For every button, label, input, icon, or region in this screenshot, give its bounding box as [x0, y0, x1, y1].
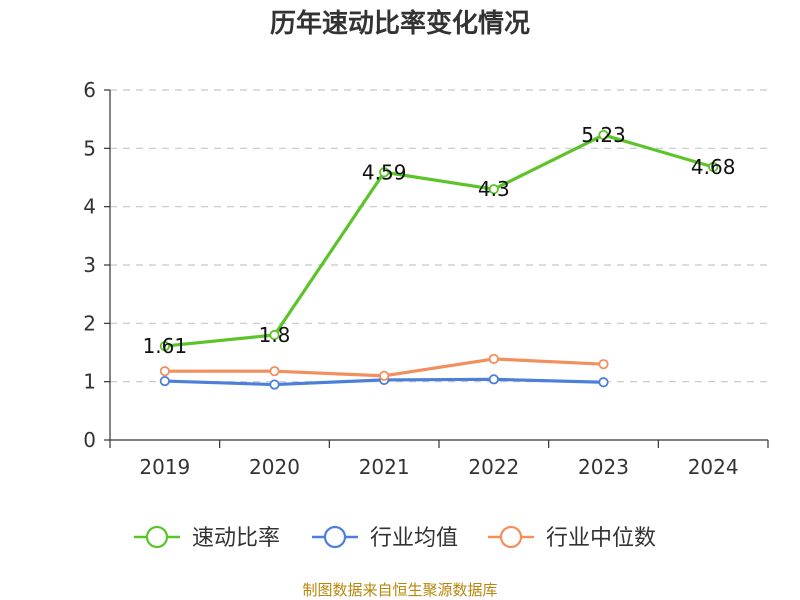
- data-point: [488, 353, 499, 365]
- data-label: 1.8: [259, 323, 291, 347]
- legend-marker: [145, 525, 169, 549]
- legend-item: 行业均值: [312, 525, 458, 551]
- data-point: [598, 359, 609, 370]
- series-1: [159, 129, 719, 352]
- series-3: [159, 353, 609, 381]
- x-tick-label: 2024: [688, 455, 739, 479]
- data-label: 4.3: [478, 177, 510, 201]
- chart-title: 历年速动比率变化情况: [270, 8, 530, 39]
- legend-marker: [499, 525, 523, 549]
- data-point: [488, 184, 499, 195]
- data-point: [159, 375, 170, 387]
- x-tick-label: 2023: [578, 455, 629, 479]
- data-point: [159, 366, 170, 377]
- x-tick-label: 2020: [249, 455, 300, 479]
- x-tick-label: 2022: [468, 455, 519, 479]
- data-label: 5.23: [581, 123, 626, 147]
- data-point: [269, 329, 280, 341]
- data-label: 4.59: [362, 160, 407, 184]
- y-tick-label: 3: [83, 253, 96, 277]
- data-label: 1.61: [143, 334, 188, 358]
- series-line: [164, 133, 714, 348]
- x-tick-label: 2021: [359, 455, 410, 479]
- gridlines: [110, 89, 768, 383]
- data-point: [269, 366, 280, 377]
- x-tick-label: 2019: [139, 455, 190, 479]
- data-point: [598, 377, 609, 388]
- data-label: 4.68: [691, 155, 736, 179]
- data-point: [269, 379, 280, 390]
- legend: 速动比率 行业均值 行业中位数: [134, 525, 656, 551]
- y-tick-label: 5: [83, 136, 96, 160]
- y-tick-label: 6: [83, 78, 96, 102]
- legend-item: 速动比率: [134, 525, 280, 551]
- legend-label: 行业中位数: [546, 526, 656, 551]
- axes: 0 1 2 3 4 5 6 2019 2020 2021 2022 2023 2024: [83, 78, 769, 479]
- y-tick-label: 1: [83, 370, 96, 394]
- legend-label: 行业均值: [370, 526, 458, 551]
- y-tick-label: 2: [83, 311, 96, 335]
- data-point: [159, 340, 170, 352]
- y-tick-label: 0: [83, 428, 96, 452]
- source-note: 制图数据来自恒生聚源数据库: [302, 581, 497, 599]
- legend-marker: [323, 525, 347, 549]
- data-point: [379, 370, 390, 381]
- data-labels: 1.61 1.8 4.59 4.3 5.23 4.68: [143, 123, 736, 358]
- legend-label: 速动比率: [192, 526, 280, 551]
- data-point: [488, 374, 499, 385]
- y-tick-label: 4: [83, 195, 96, 219]
- data-point: [379, 167, 390, 178]
- data-point: [708, 161, 719, 173]
- legend-item: 行业中位数: [488, 525, 656, 551]
- data-point: [598, 129, 609, 141]
- series-layer: [159, 129, 719, 390]
